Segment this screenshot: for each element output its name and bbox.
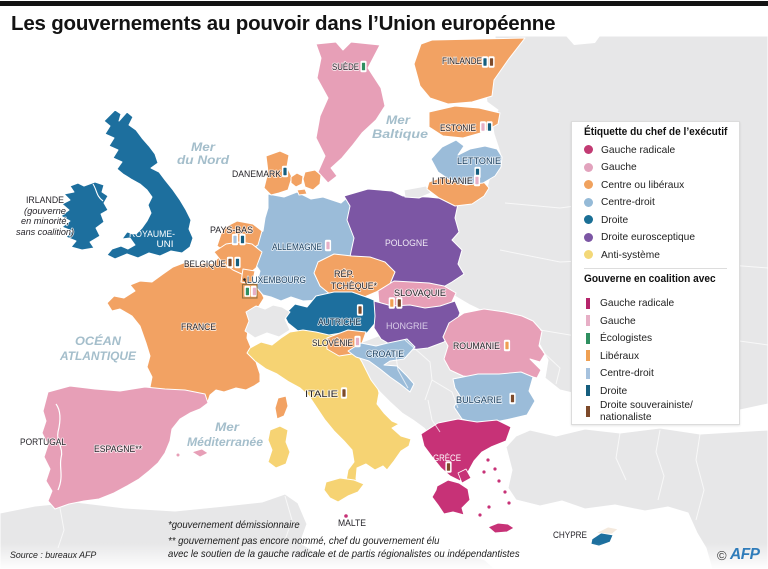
svg-text:PAYS-BAS: PAYS-BAS	[210, 225, 253, 236]
svg-text:IRLANDE: IRLANDE	[26, 195, 64, 206]
svg-text:AUTRICHE: AUTRICHE	[318, 317, 361, 328]
svg-text:GRÈCE: GRÈCE	[433, 453, 461, 464]
svg-text:SLOVAQUIE: SLOVAQUIE	[394, 288, 446, 299]
svg-text:SUÈDE: SUÈDE	[332, 62, 359, 73]
svg-text:TCHÈQUE*: TCHÈQUE*	[331, 281, 377, 292]
svg-text:Méditerranée: Méditerranée	[187, 435, 263, 449]
svg-text:(gouverne: (gouverne	[24, 206, 66, 217]
svg-text:Mer: Mer	[215, 420, 240, 434]
svg-text:ESPAGNE**: ESPAGNE**	[94, 444, 142, 455]
svg-text:ALLEMAGNE: ALLEMAGNE	[272, 242, 322, 253]
svg-text:SLOVÉNIE: SLOVÉNIE	[312, 338, 353, 349]
svg-text:LUXEMBOURG: LUXEMBOURG	[247, 275, 306, 286]
svg-text:Mer: Mer	[386, 113, 411, 127]
svg-text:FINLANDE: FINLANDE	[442, 56, 482, 67]
svg-text:ATLANTIQUE: ATLANTIQUE	[59, 349, 137, 363]
svg-text:BULGARIE: BULGARIE	[456, 395, 502, 406]
svg-text:CROATIE: CROATIE	[366, 349, 404, 360]
svg-text:OCÉAN: OCÉAN	[75, 333, 121, 348]
svg-text:ESTONIE: ESTONIE	[440, 123, 476, 134]
svg-text:ROYAUME-: ROYAUME-	[129, 229, 175, 240]
svg-text:MALTE: MALTE	[338, 518, 366, 529]
svg-text:POLOGNE: POLOGNE	[385, 238, 428, 249]
svg-text:RÉP.: RÉP.	[334, 269, 354, 280]
svg-text:DANEMARK: DANEMARK	[232, 169, 282, 180]
svg-text:du Nord: du Nord	[177, 153, 230, 167]
svg-text:PORTUGAL: PORTUGAL	[20, 437, 66, 448]
svg-text:BELGIQUE: BELGIQUE	[184, 259, 226, 270]
svg-text:HONGRIE: HONGRIE	[386, 321, 428, 332]
svg-text:sans coalition): sans coalition)	[16, 227, 74, 238]
svg-text:UNI: UNI	[157, 239, 174, 250]
svg-text:ROUMANIE: ROUMANIE	[453, 341, 500, 352]
svg-text:ITALIE: ITALIE	[305, 389, 338, 400]
svg-text:Mer: Mer	[191, 140, 216, 154]
svg-text:Baltique: Baltique	[372, 127, 428, 141]
svg-text:LITUANIE: LITUANIE	[432, 176, 473, 187]
svg-text:CHYPRE: CHYPRE	[553, 530, 587, 541]
svg-text:LETTONIE: LETTONIE	[457, 156, 501, 167]
svg-text:FRANCE: FRANCE	[181, 322, 216, 333]
svg-text:en minorité,: en minorité,	[21, 216, 69, 227]
